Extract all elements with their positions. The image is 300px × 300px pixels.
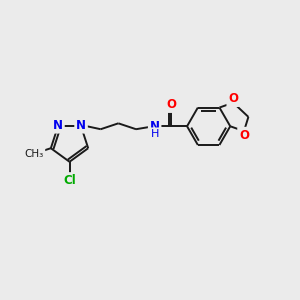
Text: N: N	[53, 119, 63, 132]
Text: N: N	[150, 120, 160, 133]
Text: CH₃: CH₃	[24, 149, 44, 159]
Text: O: O	[239, 129, 249, 142]
Text: H: H	[151, 129, 159, 139]
Text: N: N	[76, 119, 86, 132]
Text: O: O	[228, 92, 238, 105]
Text: O: O	[167, 98, 176, 111]
Text: Cl: Cl	[63, 174, 76, 187]
